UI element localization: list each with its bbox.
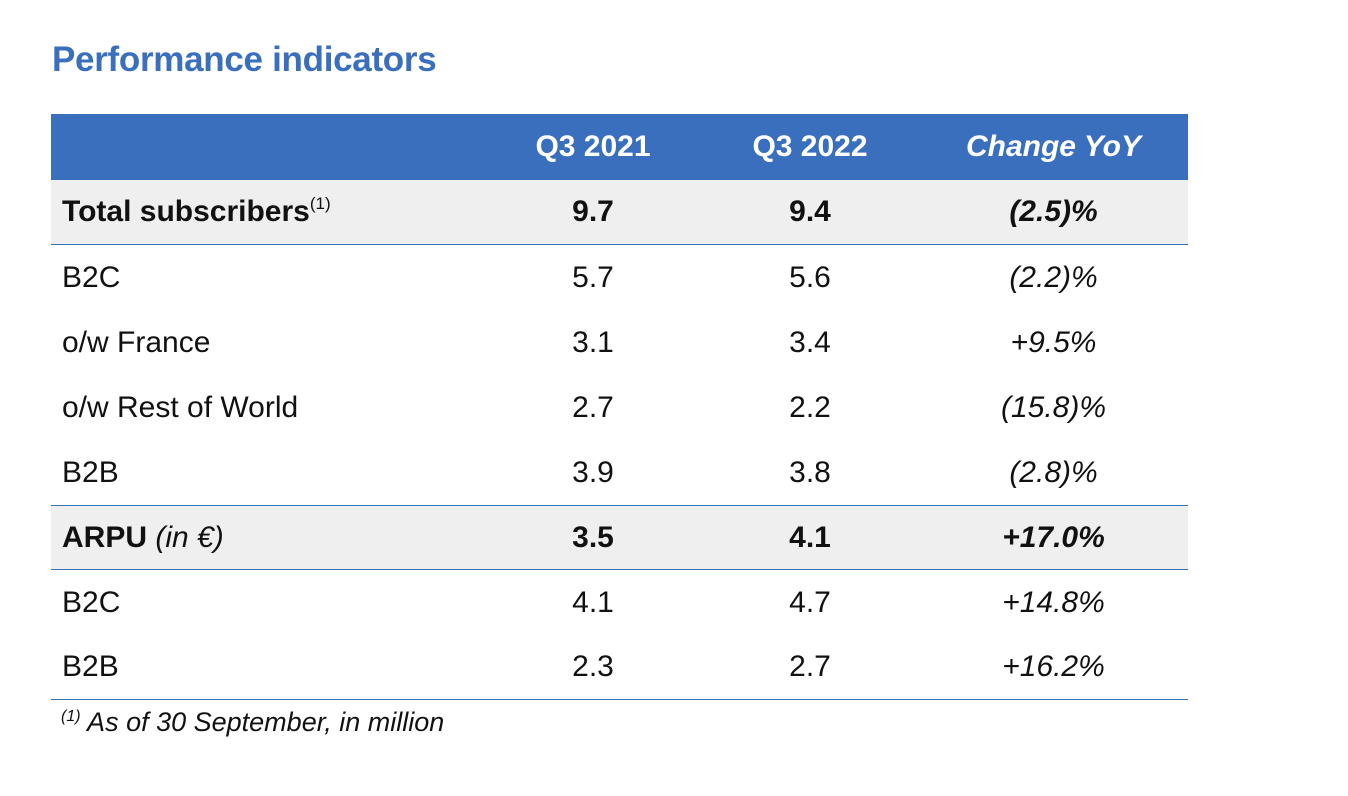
cell-q3-2022: 4.1 [789,520,831,554]
row-unit: (in €) [155,520,224,554]
row-label: B2B [62,650,119,683]
header-q3-2022: Q3 2022 [752,130,868,163]
table-row-b2c-subscribers: B2C 5.7 5.6 (2.2)% [51,245,1188,310]
row-label: B2C [62,260,121,294]
table-row-arpu: ARPU (in €) 3.5 4.1 +17.0% [51,505,1188,570]
cell-q3-2022: 3.8 [789,455,831,489]
cell-q3-2021: 5.7 [572,260,614,294]
cell-q3-2021: 4.1 [572,585,614,619]
cell-change: +9.5% [1010,325,1097,359]
cell-change: (15.8)% [1000,390,1107,424]
row-label: B2C [62,585,121,619]
row-label: Total subscribers(1) [51,195,485,229]
footnote-text: As of 30 September, in million [80,707,445,737]
table-row-france: o/w France 3.1 3.4 +9.5% [51,310,1188,375]
table-row-rest-of-world: o/w Rest of World 2.7 2.2 (15.8)% [51,375,1188,440]
cell-change: +16.2% [1002,650,1105,683]
table-row-b2c-arpu: B2C 4.1 4.7 +14.8% [51,570,1188,635]
row-label-text: Total subscribers [62,195,310,228]
cell-q3-2021: 3.5 [572,520,614,554]
cell-q3-2021: 3.1 [572,325,614,359]
footnote: (1) As of 30 September, in million [61,707,444,738]
cell-q3-2022: 3.4 [789,325,831,359]
row-label: o/w Rest of World [62,390,299,424]
cell-q3-2022: 4.7 [789,585,831,619]
cell-q3-2022: 2.7 [789,650,831,683]
header-q3-2021: Q3 2021 [535,130,651,163]
row-label-text: ARPU [62,520,148,554]
cell-change: +14.8% [1002,585,1105,619]
page-title: Performance indicators [52,40,437,79]
footnote-marker: (1) [309,194,331,213]
cell-change: +17.0% [1002,520,1105,554]
cell-q3-2021: 9.7 [572,195,614,228]
cell-q3-2022: 2.2 [789,390,831,424]
row-label: o/w France [62,325,211,359]
cell-q3-2022: 9.4 [789,195,831,228]
header-change-yoy: Change YoY [965,130,1142,163]
cell-change: (2.2)% [1009,260,1098,294]
cell-q3-2022: 5.6 [789,260,831,294]
table-header-row: Q3 2021 Q3 2022 Change YoY [51,114,1188,180]
table-row-b2b-arpu: B2B 2.3 2.7 +16.2% [51,635,1188,700]
cell-q3-2021: 2.3 [572,650,614,683]
cell-q3-2021: 2.7 [572,390,614,424]
cell-change: (2.8)% [1009,455,1098,489]
cell-change: (2.5)% [1009,195,1098,228]
cell-q3-2021: 3.9 [572,455,614,489]
row-label: ARPU (in €) [51,521,485,555]
row-label: B2B [62,455,119,489]
performance-table: Q3 2021 Q3 2022 Change YoY Total subscri… [51,114,1188,700]
table-row-b2b-subscribers: B2B 3.9 3.8 (2.8)% [51,440,1188,505]
table-row-total-subscribers: Total subscribers(1) 9.7 9.4 (2.5)% [51,180,1188,245]
footnote-marker: (1) [61,708,81,725]
